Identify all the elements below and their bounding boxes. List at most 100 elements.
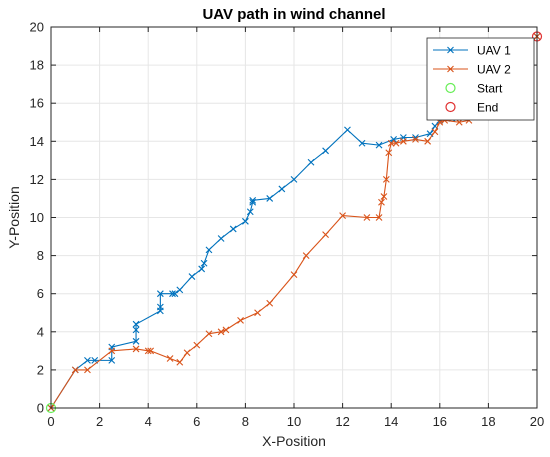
x-tick-label: 14: [384, 414, 398, 429]
data-point-marker: [183, 349, 191, 357]
data-point-marker: [290, 271, 298, 279]
legend-marker: [445, 101, 456, 113]
data-point-marker: [412, 136, 419, 143]
data-point-marker: [84, 366, 91, 374]
data-point-marker: [378, 198, 385, 206]
legend-label: Start: [477, 82, 503, 96]
y-tick-label: 20: [30, 20, 44, 35]
data-point-marker: [246, 208, 254, 216]
data-point-marker: [169, 290, 176, 298]
y-axis-label: Y-Position: [6, 186, 22, 249]
x-tick-label: 20: [530, 414, 544, 429]
data-point-marker: [447, 46, 454, 54]
data-point-marker: [84, 356, 91, 364]
data-point-marker: [71, 366, 79, 374]
data-point-marker: [200, 259, 208, 267]
ticks: 0 2 4 6 8 10 12 14 16 18 20 0 2 4 6 8 10 12 14 16 18 20: [30, 20, 545, 430]
x-tick-label: 0: [47, 414, 54, 429]
x-tick-label: 8: [242, 414, 249, 429]
legend: UAV 1 UAV 2 Start End: [426, 37, 535, 121]
data-point-marker: [144, 347, 152, 355]
chart-title: UAV path in wind channel: [202, 6, 385, 23]
legend-entry: UAV 2: [433, 63, 511, 77]
legend-label: End: [477, 101, 498, 115]
legend-label: UAV 2: [477, 63, 511, 77]
x-tick-label: 10: [287, 414, 301, 429]
data-point-marker: [156, 303, 164, 311]
data-point-marker: [382, 176, 390, 183]
y-tick-label: 4: [37, 324, 44, 339]
data-point-marker: [426, 130, 434, 138]
data-point-marker: [132, 345, 140, 353]
data-point-marker: [447, 65, 454, 73]
y-tick-label: 10: [30, 210, 44, 225]
y-tick-label: 8: [37, 248, 44, 263]
x-tick-label: 12: [335, 414, 349, 429]
x-tick-label: 2: [96, 414, 103, 429]
data-point-marker: [91, 356, 99, 364]
data-point-marker: [205, 246, 213, 254]
legend-label: UAV 1: [477, 44, 511, 58]
data-point-marker: [147, 347, 155, 355]
y-tick-label: 2: [37, 362, 44, 377]
y-tick-label: 18: [30, 58, 44, 73]
data-point-marker: [392, 139, 400, 147]
data-point-marker: [424, 137, 432, 145]
data-point-marker: [399, 137, 407, 145]
data-point-marker: [358, 139, 366, 147]
y-tick-label: 14: [30, 134, 44, 149]
data-point-marker: [198, 265, 206, 273]
x-axis-label: X-Position: [262, 433, 326, 449]
data-point-marker: [242, 217, 249, 225]
data-point-marker: [431, 122, 439, 130]
x-tick-label: 18: [481, 414, 495, 429]
data-point-marker: [176, 358, 184, 366]
data-point-marker: [171, 290, 179, 298]
data-point-marker: [166, 355, 174, 362]
data-point-marker: [375, 141, 383, 149]
data-point-marker: [132, 337, 140, 345]
data-point-marker: [188, 273, 196, 280]
series-uav-1: [47, 33, 541, 412]
data-point-marker: [322, 231, 329, 239]
data-point-marker: [266, 299, 274, 307]
data-point-marker: [222, 326, 230, 334]
legend-box: [426, 37, 535, 121]
x-tick-label: 4: [145, 414, 152, 429]
data-point-marker: [266, 195, 274, 202]
data-point-marker: [217, 328, 225, 336]
data-point-marker: [217, 235, 225, 242]
data-point-marker: [302, 252, 310, 259]
data-point-marker: [375, 214, 383, 221]
y-tick-label: 16: [30, 96, 44, 111]
x-tick-label: 6: [193, 414, 200, 429]
legend-entry: Start: [445, 82, 503, 96]
data-point-marker: [339, 212, 346, 219]
data-point-marker: [344, 126, 351, 134]
legend-entry: UAV 1: [433, 44, 511, 58]
data-point-marker: [254, 309, 261, 317]
data-point-marker: [249, 198, 257, 206]
data-point-marker: [132, 320, 140, 328]
y-tick-label: 6: [37, 286, 44, 301]
data-point-marker: [278, 185, 286, 193]
series-line: [50, 36, 538, 409]
data-point-marker: [156, 290, 164, 298]
legend-entry: End: [445, 101, 498, 115]
data-point-marker: [322, 147, 329, 155]
data-point-marker: [108, 347, 116, 355]
data-point-marker: [385, 149, 393, 157]
data-point-marker: [193, 341, 201, 349]
y-tick-label: 12: [30, 172, 44, 187]
data-point-marker: [205, 330, 213, 338]
data-point-marker: [290, 176, 298, 183]
data-point-marker: [249, 196, 257, 204]
data-point-marker: [390, 136, 398, 143]
data-point-marker: [431, 128, 439, 136]
legend-marker: [445, 82, 456, 94]
data-point-marker: [363, 214, 371, 221]
data-point-marker: [237, 316, 244, 324]
data-point-marker: [132, 326, 140, 334]
data-point-marker: [176, 286, 184, 294]
